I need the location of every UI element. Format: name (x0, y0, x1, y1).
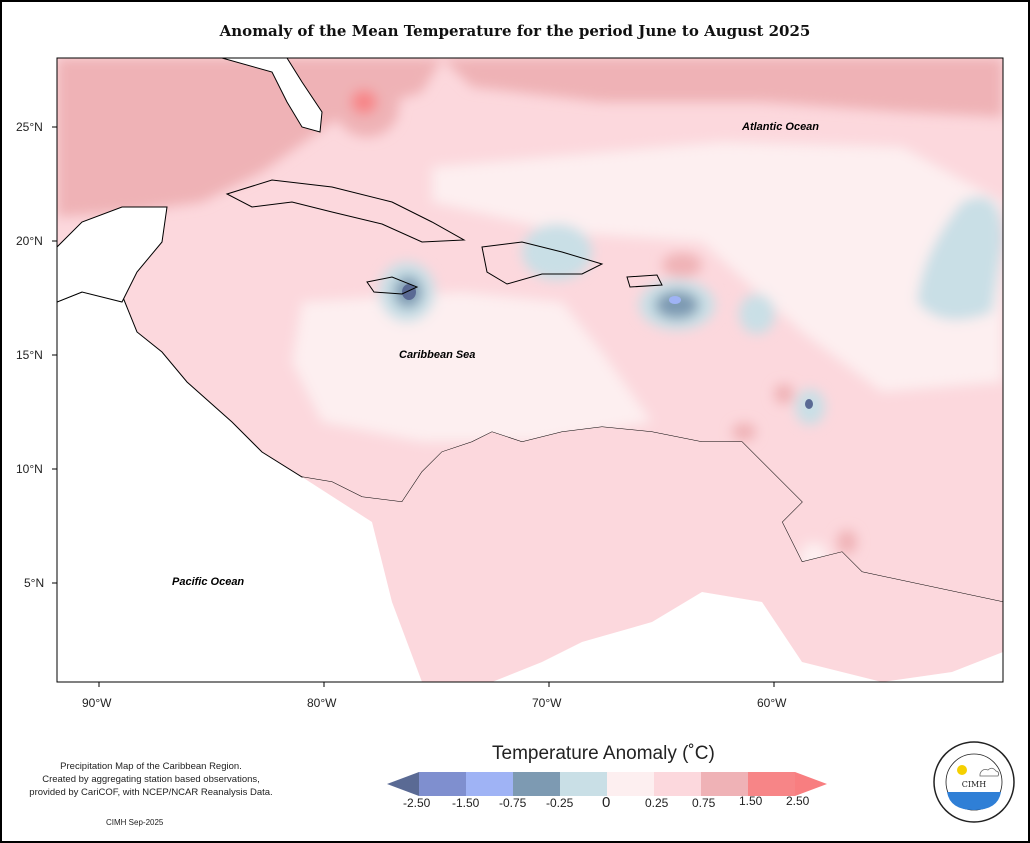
water-icon (947, 792, 1001, 810)
anomaly-warm-trinidad (732, 423, 756, 441)
land-yucatan (57, 206, 168, 303)
credit-line: Created by aggregating station based obs… (42, 774, 260, 785)
map-border (56, 57, 1004, 683)
lon-tick: 70°W (532, 696, 562, 710)
legend-tick: -1.50 (452, 796, 480, 810)
legend-swatch-max (795, 772, 827, 796)
legend-swatch (419, 772, 466, 796)
anomaly-cool-atlantic (917, 197, 1003, 320)
legend-tick: -0.25 (546, 796, 574, 810)
legend-swatch (466, 772, 513, 796)
label-caribbean-sea: Caribbean Sea (399, 349, 476, 361)
anomaly-min-barbados (805, 399, 813, 409)
anomaly-min-eastcarib (669, 296, 681, 304)
coast-hispaniola (481, 241, 604, 285)
lon-tick: 90°W (82, 696, 112, 710)
land-south-america-anomaly (302, 427, 1003, 682)
anomaly-neutral-caribbean (292, 292, 652, 442)
anomaly-warm-islands (774, 384, 794, 404)
credit-line: Precipitation Map of the Caribbean Regio… (60, 761, 242, 772)
legend-swatch (513, 772, 560, 796)
axis-ticks (52, 126, 775, 687)
map-title: Anomaly of the Mean Temperature for the … (219, 22, 811, 40)
legend-swatch-min (387, 772, 419, 796)
label-atlantic-ocean: Atlantic Ocean (742, 121, 820, 133)
anomaly-cold-eastcarib (655, 291, 699, 319)
legend-swatch (748, 772, 795, 796)
coast-puerto-rico (626, 274, 663, 288)
credit-line: provided by CariCOF, with NCEP/NCAR Rean… (29, 787, 273, 798)
anomaly-neutral-atlantic (432, 142, 1003, 392)
lat-tick: 5°N (24, 576, 45, 590)
credit-date: CIMH Sep-2025 (106, 818, 164, 827)
lon-tick: 60°W (757, 696, 787, 710)
anomaly-cool-antilles (739, 294, 775, 334)
legend-swatch (654, 772, 701, 796)
coast-cuba (225, 179, 466, 243)
legend-colorbar (387, 772, 827, 796)
anomaly-hot-bahamas (351, 90, 377, 114)
legend-tick: 1.50 (739, 794, 763, 808)
legend-swatch (560, 772, 607, 796)
logo-text: CIMH (962, 780, 986, 789)
label-pacific-ocean: Pacific Ocean (172, 576, 245, 588)
lat-tick: 25°N (16, 120, 43, 134)
cimh-logo: CIMH (933, 741, 1015, 823)
coast-jamaica (366, 276, 419, 295)
legend-title: Temperature Anomaly (˚C) (492, 743, 715, 764)
legend-tick: 0.25 (645, 796, 669, 810)
anomaly-warm-guyana (837, 530, 857, 554)
legend-tick: -2.50 (403, 796, 431, 810)
legend-swatch (607, 772, 654, 796)
legend-tick: -0.75 (499, 796, 527, 810)
credit-text: Precipitation Map of the Caribbean Regio… (6, 760, 296, 799)
lat-tick: 15°N (16, 348, 43, 362)
lat-tick: 10°N (16, 462, 43, 476)
anomaly-warm-north (442, 58, 1003, 117)
lat-tick: 20°N (16, 234, 43, 248)
land-florida (221, 58, 323, 133)
legend-swatch (701, 772, 748, 796)
sun-icon (957, 765, 967, 775)
legend-tick: 2.50 (786, 794, 810, 808)
anomaly-cool-hispaniola (522, 224, 592, 280)
legend-tick: 0.75 (692, 796, 716, 810)
anomaly-min-jamaica (402, 284, 416, 300)
legend-tick: 0 (602, 794, 611, 811)
anomaly-warm-pr (662, 253, 702, 277)
lon-tick: 80°W (307, 696, 337, 710)
cloud-icon (979, 767, 1000, 777)
